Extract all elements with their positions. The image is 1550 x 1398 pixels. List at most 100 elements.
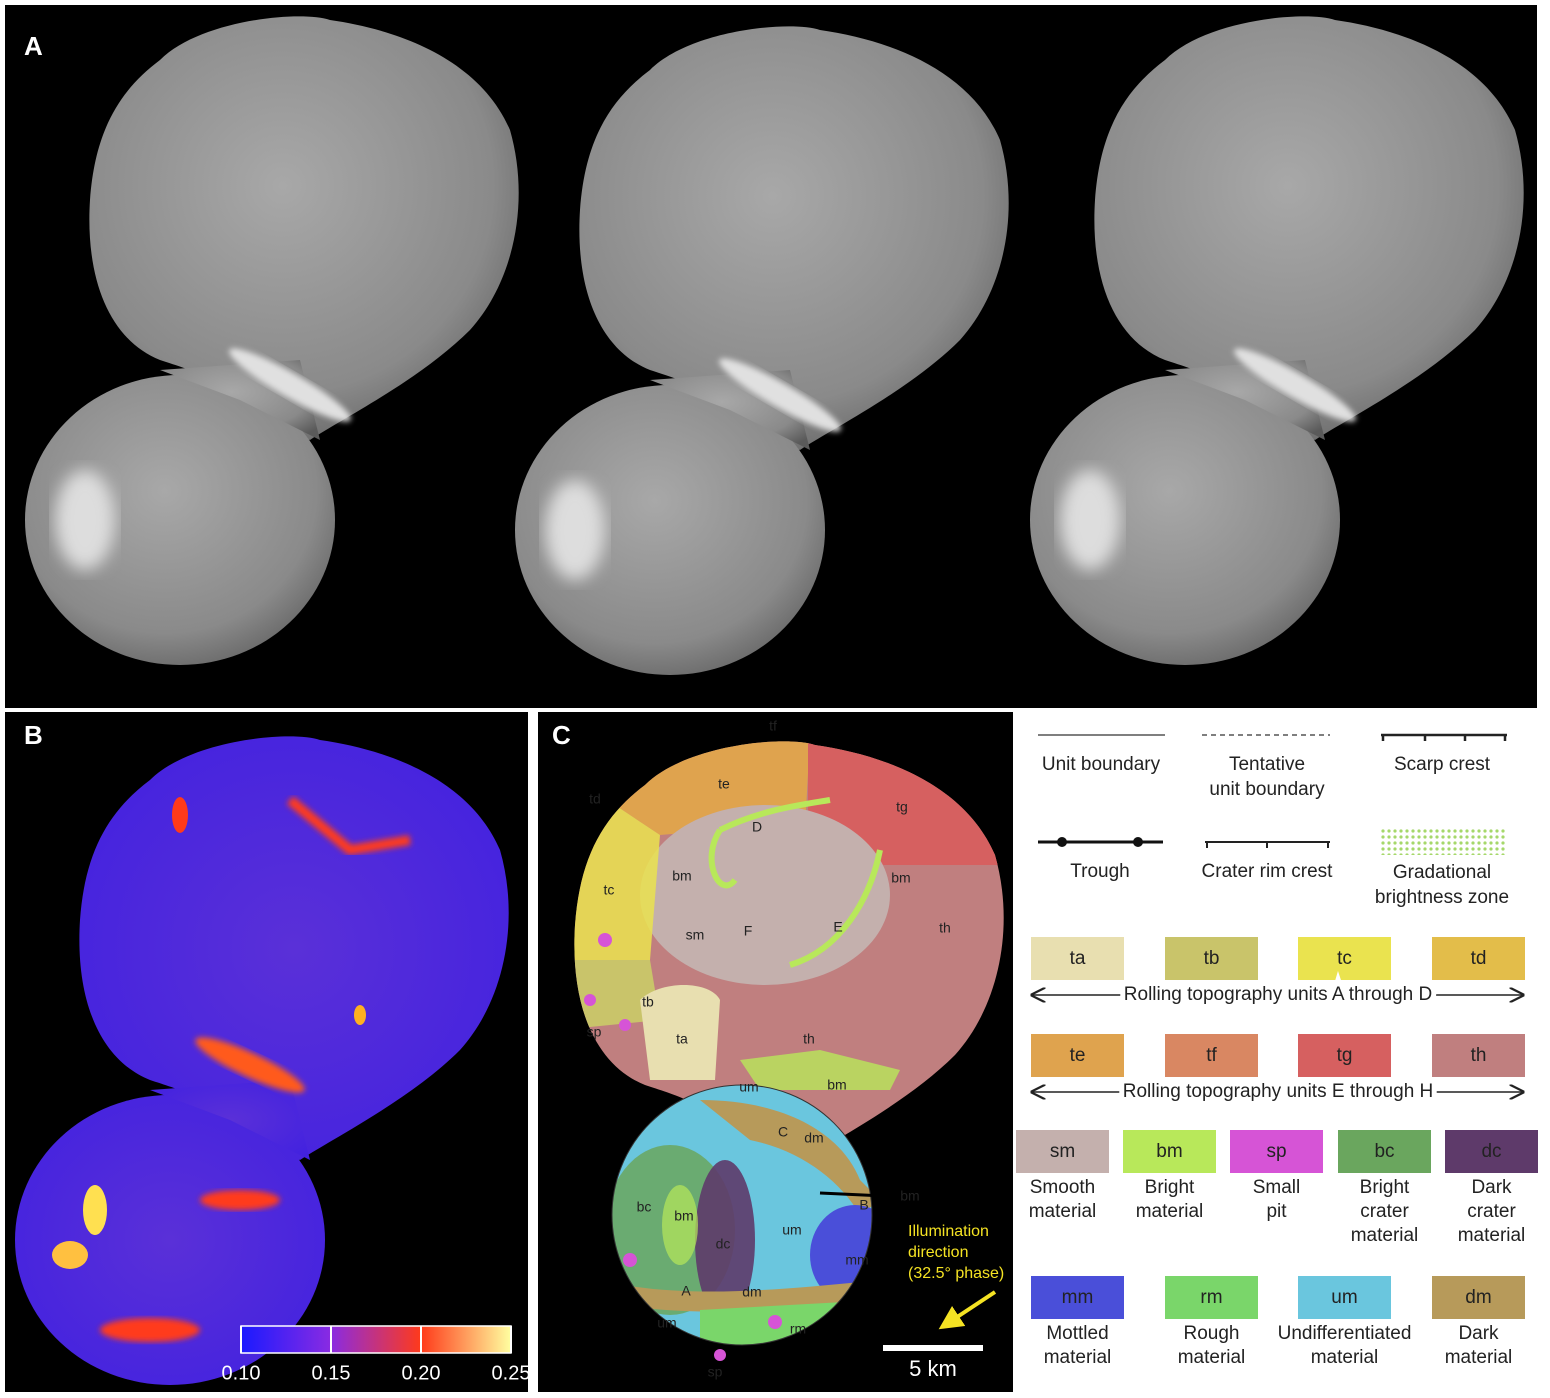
region-letter: C [778,1124,788,1140]
legend-label: Tentative [1229,754,1305,775]
swatch-code: tc [1337,948,1352,969]
legend-label: Gradational [1393,862,1491,883]
swatch-code: tg [1337,1045,1353,1066]
image-right [1030,16,1524,666]
material-name: Small [1253,1177,1301,1198]
unit-label: bm [900,1188,919,1204]
legend-swatch [1432,1276,1525,1319]
legend-label: unit boundary [1209,779,1325,800]
region-letter: A [681,1283,691,1299]
legend-swatch [1165,1276,1258,1319]
material-name: material [1136,1201,1204,1222]
legend-label: Unit boundary [1042,754,1161,775]
material-name: material [1311,1347,1379,1368]
legend-swatch [1298,1276,1391,1319]
unit-label: um [782,1222,801,1238]
unit-label: bm [672,868,691,884]
illumination-text: direction [908,1244,968,1261]
swatch-code: td [1471,948,1487,969]
colorbar-tick-label: 0.20 [402,1362,441,1384]
unit-label: th [803,1031,815,1047]
legend-label: Crater rim crest [1202,861,1334,882]
legend-swatch [1123,1130,1216,1173]
unit-label: dm [804,1130,823,1146]
illumination-text: Illumination [908,1223,989,1240]
map-labels: tf td te tg Dbm tc sm F Ebm th tb sp ta th um bm C dm bc bm… [587,718,951,1380]
swatch-code: tb [1204,948,1220,969]
unit-label: bm [891,870,910,886]
material-name: Rough [1184,1323,1240,1344]
scale-label: 5 km [909,1356,957,1381]
unit-label: tc [604,882,615,898]
colorbar-tick-label: 0.15 [312,1362,351,1384]
unit-label: mm [845,1252,868,1268]
unit-label: um [739,1079,758,1095]
range-caption: Rolling topography units A through D [1124,984,1432,1005]
material-name: material [1029,1201,1097,1222]
legend-swatch [1031,1034,1124,1077]
unit-label: th [939,920,951,936]
colorbar-ramp [240,1325,512,1354]
illumination-text: (32.5° phase) [908,1265,1004,1282]
colorbar-tick-label: 0.25 [492,1362,531,1384]
unit-label: um [657,1315,676,1331]
unit-label: bm [674,1208,693,1224]
swatch-code: te [1070,1045,1086,1066]
legend-swatch [1298,937,1391,980]
swatch-code: sm [1050,1141,1075,1162]
legend-swatch [1031,1276,1124,1319]
unit-label: rm [790,1321,806,1337]
region-letter: F [744,923,753,939]
swatch-code: mm [1062,1287,1094,1308]
legend-swatch [1432,937,1525,980]
legend-swatch [1298,1034,1391,1077]
material-name: Mottled [1046,1323,1108,1344]
colorbar-tick-label: 0.10 [222,1362,261,1384]
unit-label: td [589,791,601,807]
swatch-code: um [1331,1287,1357,1308]
material-name: Undifferentiated [1278,1323,1412,1344]
material-name: material [1458,1225,1526,1246]
legend-label: brightness zone [1375,887,1509,908]
legend-swatch [1230,1130,1323,1173]
material-name: material [1044,1347,1112,1368]
legend-swatch [1165,1034,1258,1077]
swatch-code: dc [1481,1141,1501,1162]
material-name: material [1445,1347,1513,1368]
unit-label: dm [742,1284,761,1300]
swatch-code: bm [1156,1141,1182,1162]
legend-swatch [1432,1034,1525,1077]
legend-label: Scarp crest [1394,754,1491,775]
legend-swatch [1445,1130,1538,1173]
legend-swatch [1338,1130,1431,1173]
unit-label: bm [827,1077,846,1093]
unit-label: ta [676,1031,688,1047]
unit-label: bc [637,1199,652,1215]
swatch-code: tf [1206,1045,1217,1066]
unit-label: sp [708,1364,723,1380]
panel-label: A [24,31,43,61]
image-middle [515,26,1009,676]
swatch-code: bc [1374,1141,1394,1162]
illumination-note: Illumination direction (32.5° phase) [908,1223,1004,1282]
image-left [25,16,519,666]
panel-label: C [552,720,571,750]
legend: Unit boundary Tentative unit boundary Scarp… [1016,733,1538,1368]
swatch-code: dm [1465,1287,1491,1308]
unit-label: te [718,776,730,792]
legend-swatch [1016,1130,1109,1173]
swatch-code: rm [1200,1287,1222,1308]
legend-label: Trough [1070,861,1130,882]
unit-label: tb [642,994,654,1010]
region-letter: E [833,919,842,935]
colorbar: 0.10 0.15 0.20 0.25 [222,1325,531,1384]
albedo-map [15,736,509,1385]
region-letter: D [752,819,762,835]
unit-label: sp [587,1024,602,1040]
material-name: crater [1360,1201,1409,1222]
material-name: material [1351,1225,1419,1246]
swatch-code: ta [1070,948,1086,969]
unit-label: sm [686,927,705,943]
material-name: material [1178,1347,1246,1368]
